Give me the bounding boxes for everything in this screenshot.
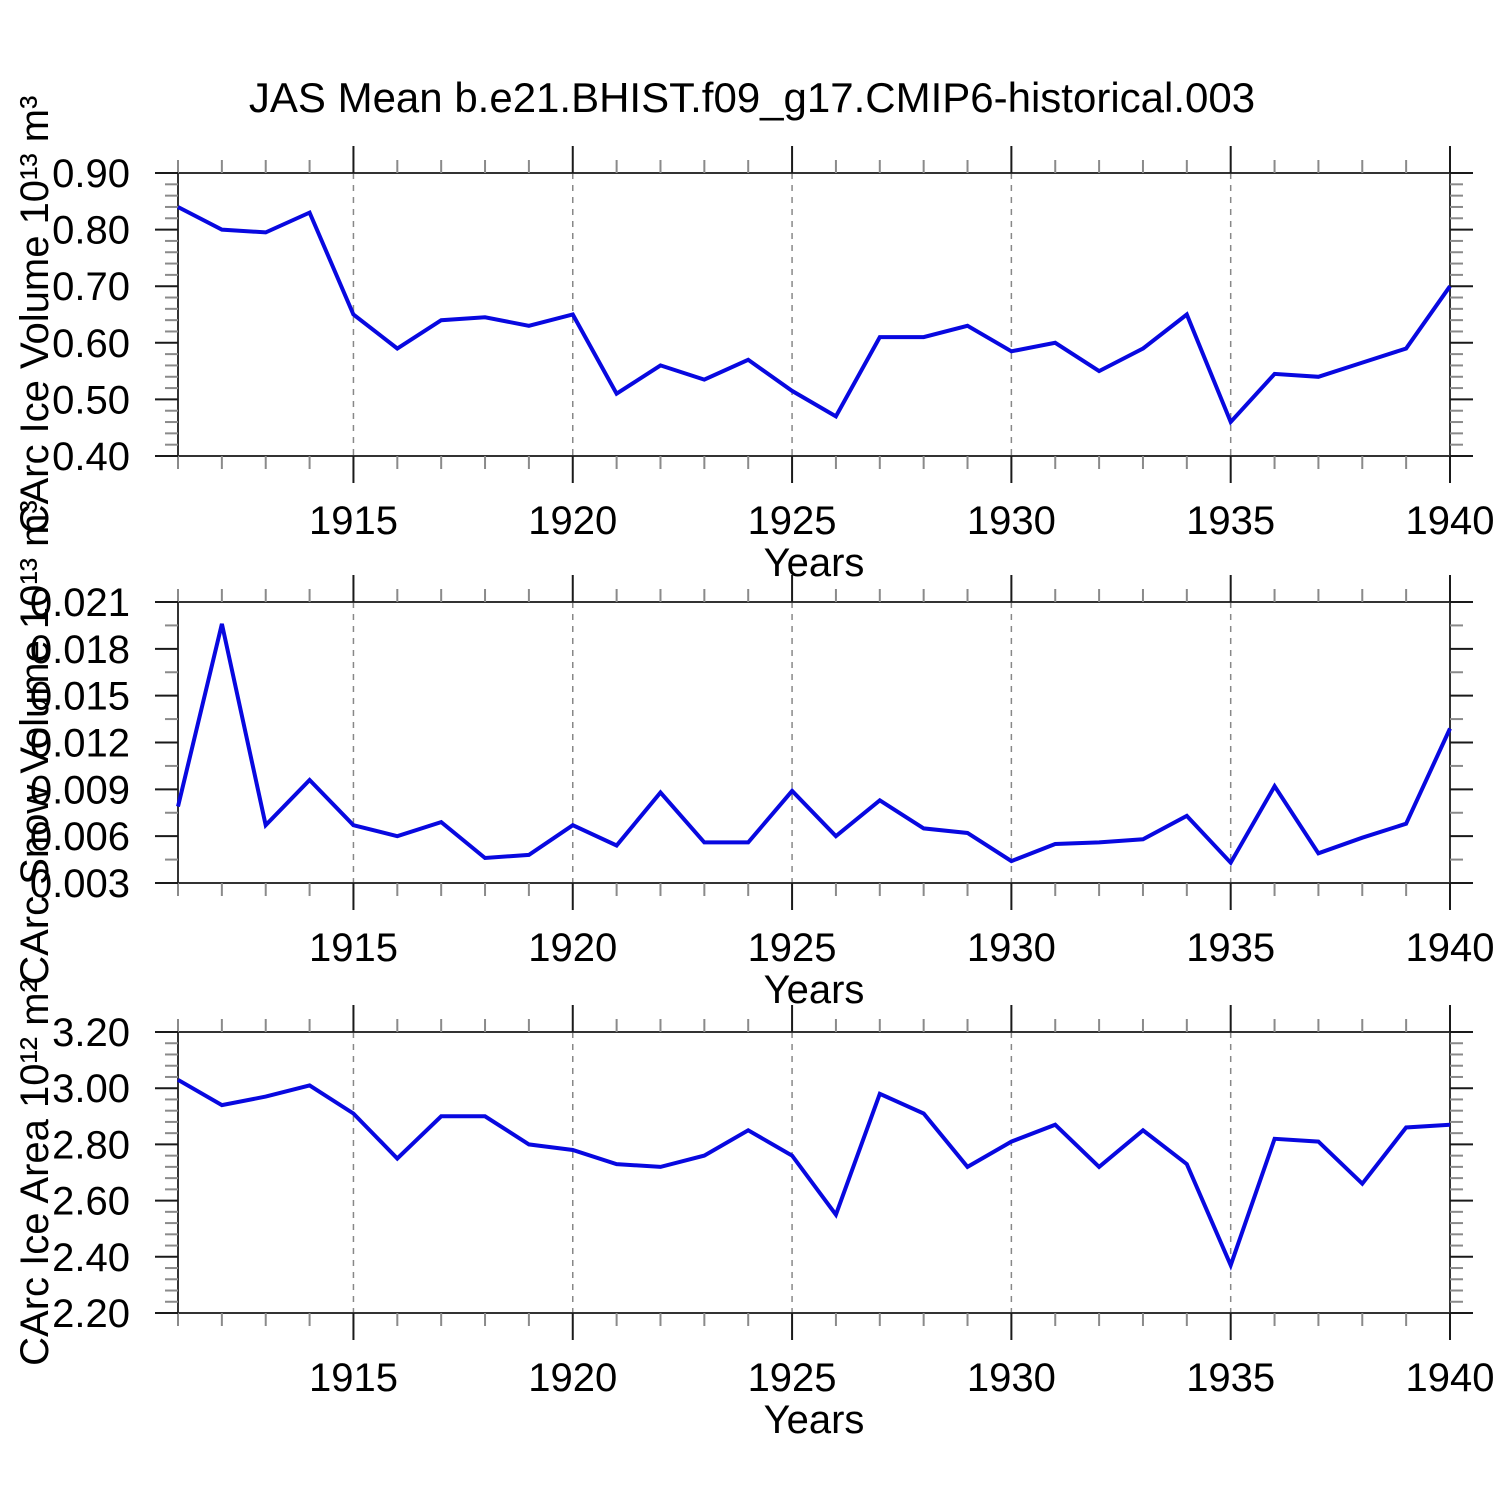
ice-volume-chart: 1915 1920 1925 1930 1935 1940 0.40 0.50 0.60 0.70… xyxy=(13,96,1494,585)
ice-area-chart: 1915 1920 1925 1930 1935 1940 2.20 2.40 2.60 2.80… xyxy=(13,979,1494,1442)
y-tick-label: 0.021 xyxy=(30,581,130,625)
y-tick-label: 0.40 xyxy=(52,435,130,479)
x-tick-label: 1925 xyxy=(748,926,837,970)
y-tick-label: 3.20 xyxy=(52,1011,130,1055)
y-tick-label: 2.40 xyxy=(52,1236,130,1280)
x-tick-label: 1915 xyxy=(309,1356,398,1400)
y-tick-label: 3.00 xyxy=(52,1067,130,1111)
x-tick-label: 1920 xyxy=(528,926,617,970)
ice-volume-series-line xyxy=(177,205,1452,426)
y-tick-label: 0.015 xyxy=(30,675,130,719)
ice-volume-x-axis-title: Years xyxy=(764,541,865,585)
x-tick-label: 1920 xyxy=(528,1356,617,1400)
x-tick-label: 1925 xyxy=(748,499,837,543)
y-tick-label: 0.80 xyxy=(52,209,130,253)
ice-area-y-axis-title: CArc Ice Area 10¹² m² xyxy=(13,979,57,1366)
snow-volume-x-axis-title: Years xyxy=(764,968,865,1012)
x-tick-label: 1930 xyxy=(967,1356,1056,1400)
y-tick-label: 0.009 xyxy=(30,768,130,812)
x-tick-label: 1935 xyxy=(1186,1356,1275,1400)
y-tick-label: 0.003 xyxy=(30,862,130,906)
plot-frame xyxy=(177,1031,1451,1314)
plots-group: 1915 1920 1925 1930 1935 1940 0.40 0.50 0.60 0.70… xyxy=(13,96,1494,1442)
x-tick-label: 1915 xyxy=(309,926,398,970)
y-tick-label: 0.70 xyxy=(52,265,130,309)
x-tick-label: 1940 xyxy=(1406,926,1495,970)
x-tick-label: 1930 xyxy=(967,499,1056,543)
y-tick-label: 0.006 xyxy=(30,815,130,859)
x-tick-label: 1915 xyxy=(309,499,398,543)
figure-title: JAS Mean b.e21.BHIST.f09_g17.CMIP6-histo… xyxy=(249,74,1255,121)
y-tick-label: 0.50 xyxy=(52,378,130,422)
y-tick-label: 2.60 xyxy=(52,1180,130,1224)
ice-area-x-axis-title: Years xyxy=(764,1398,865,1442)
plot-frame xyxy=(177,172,1451,457)
y-tick-label: 0.012 xyxy=(30,722,130,766)
plot-frame xyxy=(177,601,1451,884)
y-tick-label: 0.018 xyxy=(30,628,130,672)
x-tick-label: 1940 xyxy=(1406,1356,1495,1400)
snow-volume-series-line xyxy=(176,623,1452,867)
y-tick-label: 2.80 xyxy=(52,1123,130,1167)
y-tick-label: 0.60 xyxy=(52,322,130,366)
ice-area-series-line xyxy=(177,1078,1451,1271)
y-tick-label: 0.90 xyxy=(52,152,130,196)
x-tick-label: 1920 xyxy=(528,499,617,543)
snow-volume-y-axis-title: CArc Snow Volume 10¹³ m³ xyxy=(13,500,57,985)
x-tick-label: 1935 xyxy=(1186,926,1275,970)
y-tick-label: 2.20 xyxy=(52,1292,130,1336)
snow-volume-chart: 1915 1920 1925 1930 1935 19400.0030.0060.0090… xyxy=(13,500,1494,1012)
ice-volume-y-axis-title: CArc Ice Volume 10¹³ m³ xyxy=(13,96,57,534)
x-tick-label: 1935 xyxy=(1186,499,1275,543)
x-tick-label: 1925 xyxy=(748,1356,837,1400)
x-tick-label: 1940 xyxy=(1406,499,1495,543)
x-tick-label: 1930 xyxy=(967,926,1056,970)
